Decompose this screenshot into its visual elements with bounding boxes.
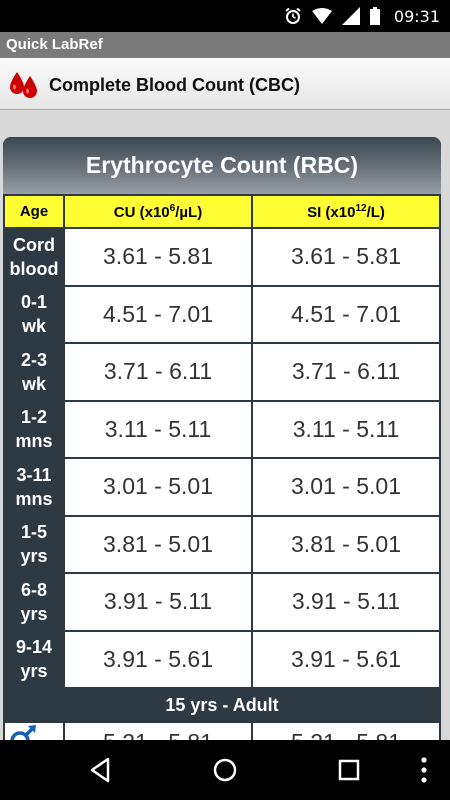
- wifi-icon: [311, 8, 332, 24]
- cu-header-exp: 6: [169, 202, 176, 214]
- recents-icon[interactable]: [332, 754, 366, 786]
- rbc-card: Erythrocyte Count (RBC) Age CU (x106/µL)…: [3, 137, 441, 740]
- age-line1: 6-8: [20, 579, 47, 600]
- status-icons: 09:31: [284, 6, 440, 26]
- age-line2: yrs: [20, 661, 48, 682]
- cu-value: 3.01 - 5.01: [63, 457, 253, 517]
- card-title: Erythrocyte Count (RBC): [3, 137, 441, 194]
- column-header-cu: CU (x106/µL): [63, 194, 253, 229]
- age-cell: 2-3 wk: [3, 342, 65, 402]
- age-line2: blood: [9, 258, 59, 279]
- si-value: 3.01 - 5.01: [251, 457, 441, 517]
- cu-header-prefix: CU (x10: [113, 203, 170, 221]
- table-row: 1-5 yrs 3.81 - 5.01 3.81 - 5.01: [3, 514, 441, 574]
- age-line2: mns: [15, 431, 53, 452]
- age-line2: wk: [21, 316, 46, 337]
- home-icon[interactable]: [208, 754, 242, 786]
- male-icon: [9, 725, 39, 740]
- si-value: 4.51 - 7.01: [251, 284, 441, 344]
- cu-value: 3.71 - 6.11: [63, 342, 253, 402]
- app-title: Quick LabRef: [6, 36, 103, 53]
- age-line2: yrs: [20, 546, 48, 567]
- age-line2: wk: [21, 373, 46, 394]
- section-row: 15 yrs - Adult: [3, 687, 441, 723]
- si-value: 3.61 - 5.81: [251, 227, 441, 287]
- age-line2: mns: [15, 488, 53, 509]
- table-row: 1-2 mns 3.11 - 5.11 3.11 - 5.11: [3, 399, 441, 459]
- app-title-bar: Quick LabRef: [0, 32, 450, 58]
- cu-value: 3.91 - 5.61: [63, 629, 253, 689]
- age-cell: 3-11 mns: [3, 457, 65, 517]
- si-header-exp: 12: [355, 202, 367, 214]
- si-value: 5.21 - 5.81: [251, 721, 441, 740]
- age-cell: Cord blood: [3, 227, 65, 287]
- battery-icon: [369, 7, 380, 25]
- age-line1: 3-11: [16, 464, 52, 485]
- si-value: 3.91 - 5.11: [251, 572, 441, 632]
- age-cell: 1-5 yrs: [3, 514, 65, 574]
- cu-value: 3.91 - 5.11: [63, 572, 253, 632]
- column-header-si: SI (x1012/L): [251, 194, 441, 229]
- sex-cell: [3, 721, 65, 740]
- table-row: 3-11 mns 3.01 - 5.01 3.01 - 5.01: [3, 457, 441, 517]
- age-line1: 9-14: [15, 637, 53, 658]
- page-title: Complete Blood Count (CBC): [49, 75, 300, 95]
- table-row: 2-3 wk 3.71 - 6.11 3.71 - 6.11: [3, 342, 441, 402]
- table-row: 0-1 wk 4.51 - 7.01 4.51 - 7.01: [3, 284, 441, 344]
- section-label: 15 yrs - Adult: [3, 687, 441, 723]
- status-bar: 09:31: [0, 0, 450, 32]
- si-value: 3.71 - 6.11: [251, 342, 441, 402]
- si-value: 3.81 - 5.01: [251, 514, 441, 574]
- overflow-menu-icon[interactable]: [412, 754, 436, 786]
- age-line2: yrs: [20, 603, 48, 624]
- si-header-prefix: SI (x10: [307, 203, 356, 221]
- age-cell: 9-14 yrs: [3, 629, 65, 689]
- cu-value: 3.81 - 5.01: [63, 514, 253, 574]
- si-header-suffix: /L): [366, 203, 385, 221]
- age-line1: 2-3: [20, 349, 47, 370]
- blood-drop-icon: [8, 70, 40, 100]
- age-line1: Cord: [13, 234, 55, 255]
- navigation-bar: [0, 740, 450, 800]
- table-row: 9-14 yrs 3.91 - 5.61 3.91 - 5.61: [3, 629, 441, 689]
- table-header-row: Age CU (x106/µL) SI (x1012/L): [3, 194, 441, 229]
- age-cell: 0-1 wk: [3, 284, 65, 344]
- age-cell: 1-2 mns: [3, 399, 65, 459]
- cu-value: 3.61 - 5.81: [63, 227, 253, 287]
- signal-icon: [341, 7, 360, 25]
- status-time: 09:31: [393, 6, 440, 26]
- si-value: 3.11 - 5.11: [251, 399, 441, 459]
- si-value: 3.91 - 5.61: [251, 629, 441, 689]
- table-row: Cord blood 3.61 - 5.81 3.61 - 5.81: [3, 227, 441, 287]
- back-icon[interactable]: [84, 754, 118, 786]
- table-row: 6-8 yrs 3.91 - 5.11 3.91 - 5.11: [3, 572, 441, 632]
- cu-value: 5.21 - 5.81: [63, 721, 253, 740]
- age-line1: 1-5: [20, 522, 47, 543]
- table-row: 5.21 - 5.81 5.21 - 5.81: [3, 721, 441, 740]
- cu-value: 3.11 - 5.11: [63, 399, 253, 459]
- age-line1: 0-1: [20, 292, 47, 313]
- column-header-age: Age: [3, 194, 65, 229]
- age-cell: 6-8 yrs: [3, 572, 65, 632]
- alarm-icon: [284, 7, 302, 25]
- content-area[interactable]: Erythrocyte Count (RBC) Age CU (x106/µL)…: [0, 110, 450, 740]
- reference-table: Age CU (x106/µL) SI (x1012/L) Cord blood …: [3, 194, 441, 740]
- age-line1: 1-2: [20, 407, 47, 428]
- cu-value: 4.51 - 7.01: [63, 284, 253, 344]
- cu-header-suffix: /µL): [175, 203, 203, 221]
- page-header: Complete Blood Count (CBC): [0, 58, 450, 160]
